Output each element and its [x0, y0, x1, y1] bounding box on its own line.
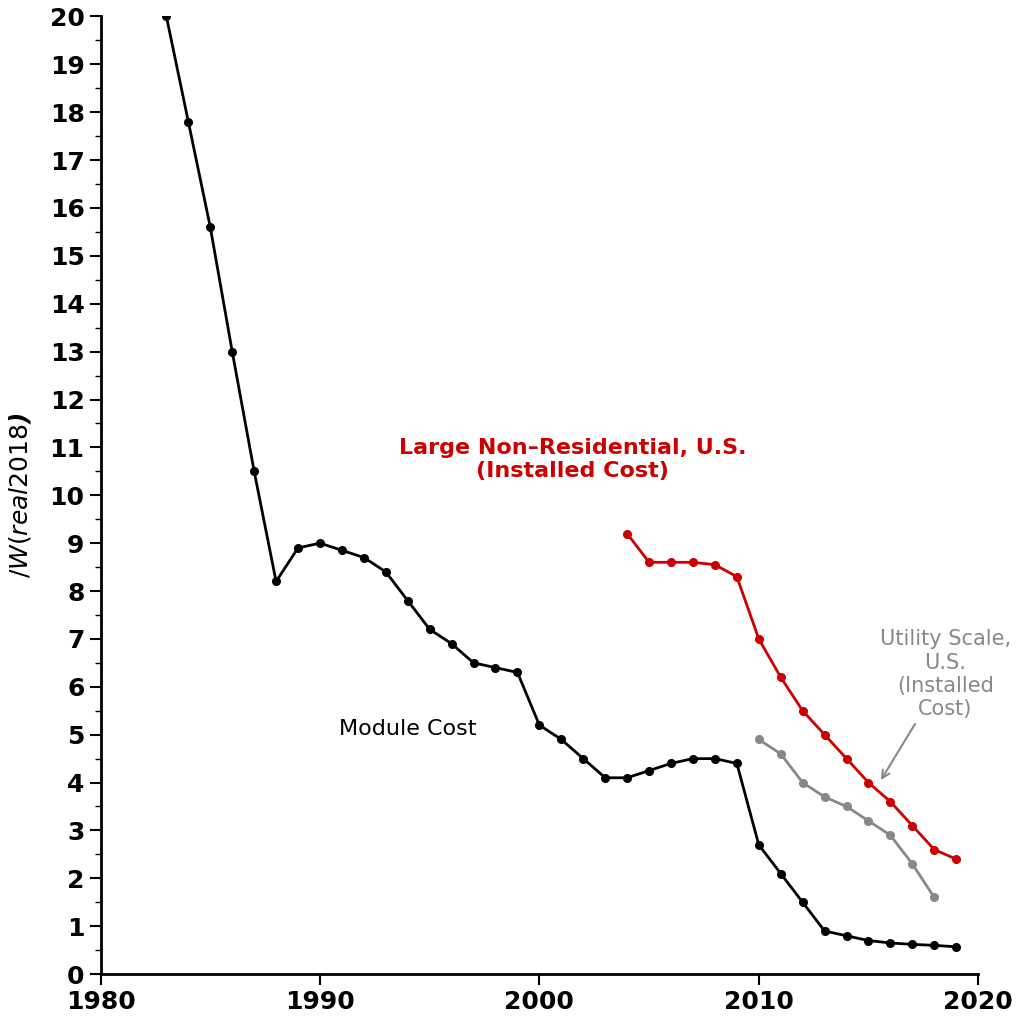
Text: Module Cost: Module Cost — [339, 720, 477, 739]
Text: Large Non–Residential, U.S.
(Installed Cost): Large Non–Residential, U.S. (Installed C… — [398, 438, 746, 481]
Text: Utility Scale,
U.S.
(Installed
Cost): Utility Scale, U.S. (Installed Cost) — [880, 629, 1011, 778]
Y-axis label: $/W (real 2018 $): $/W (real 2018 $) — [7, 412, 33, 578]
